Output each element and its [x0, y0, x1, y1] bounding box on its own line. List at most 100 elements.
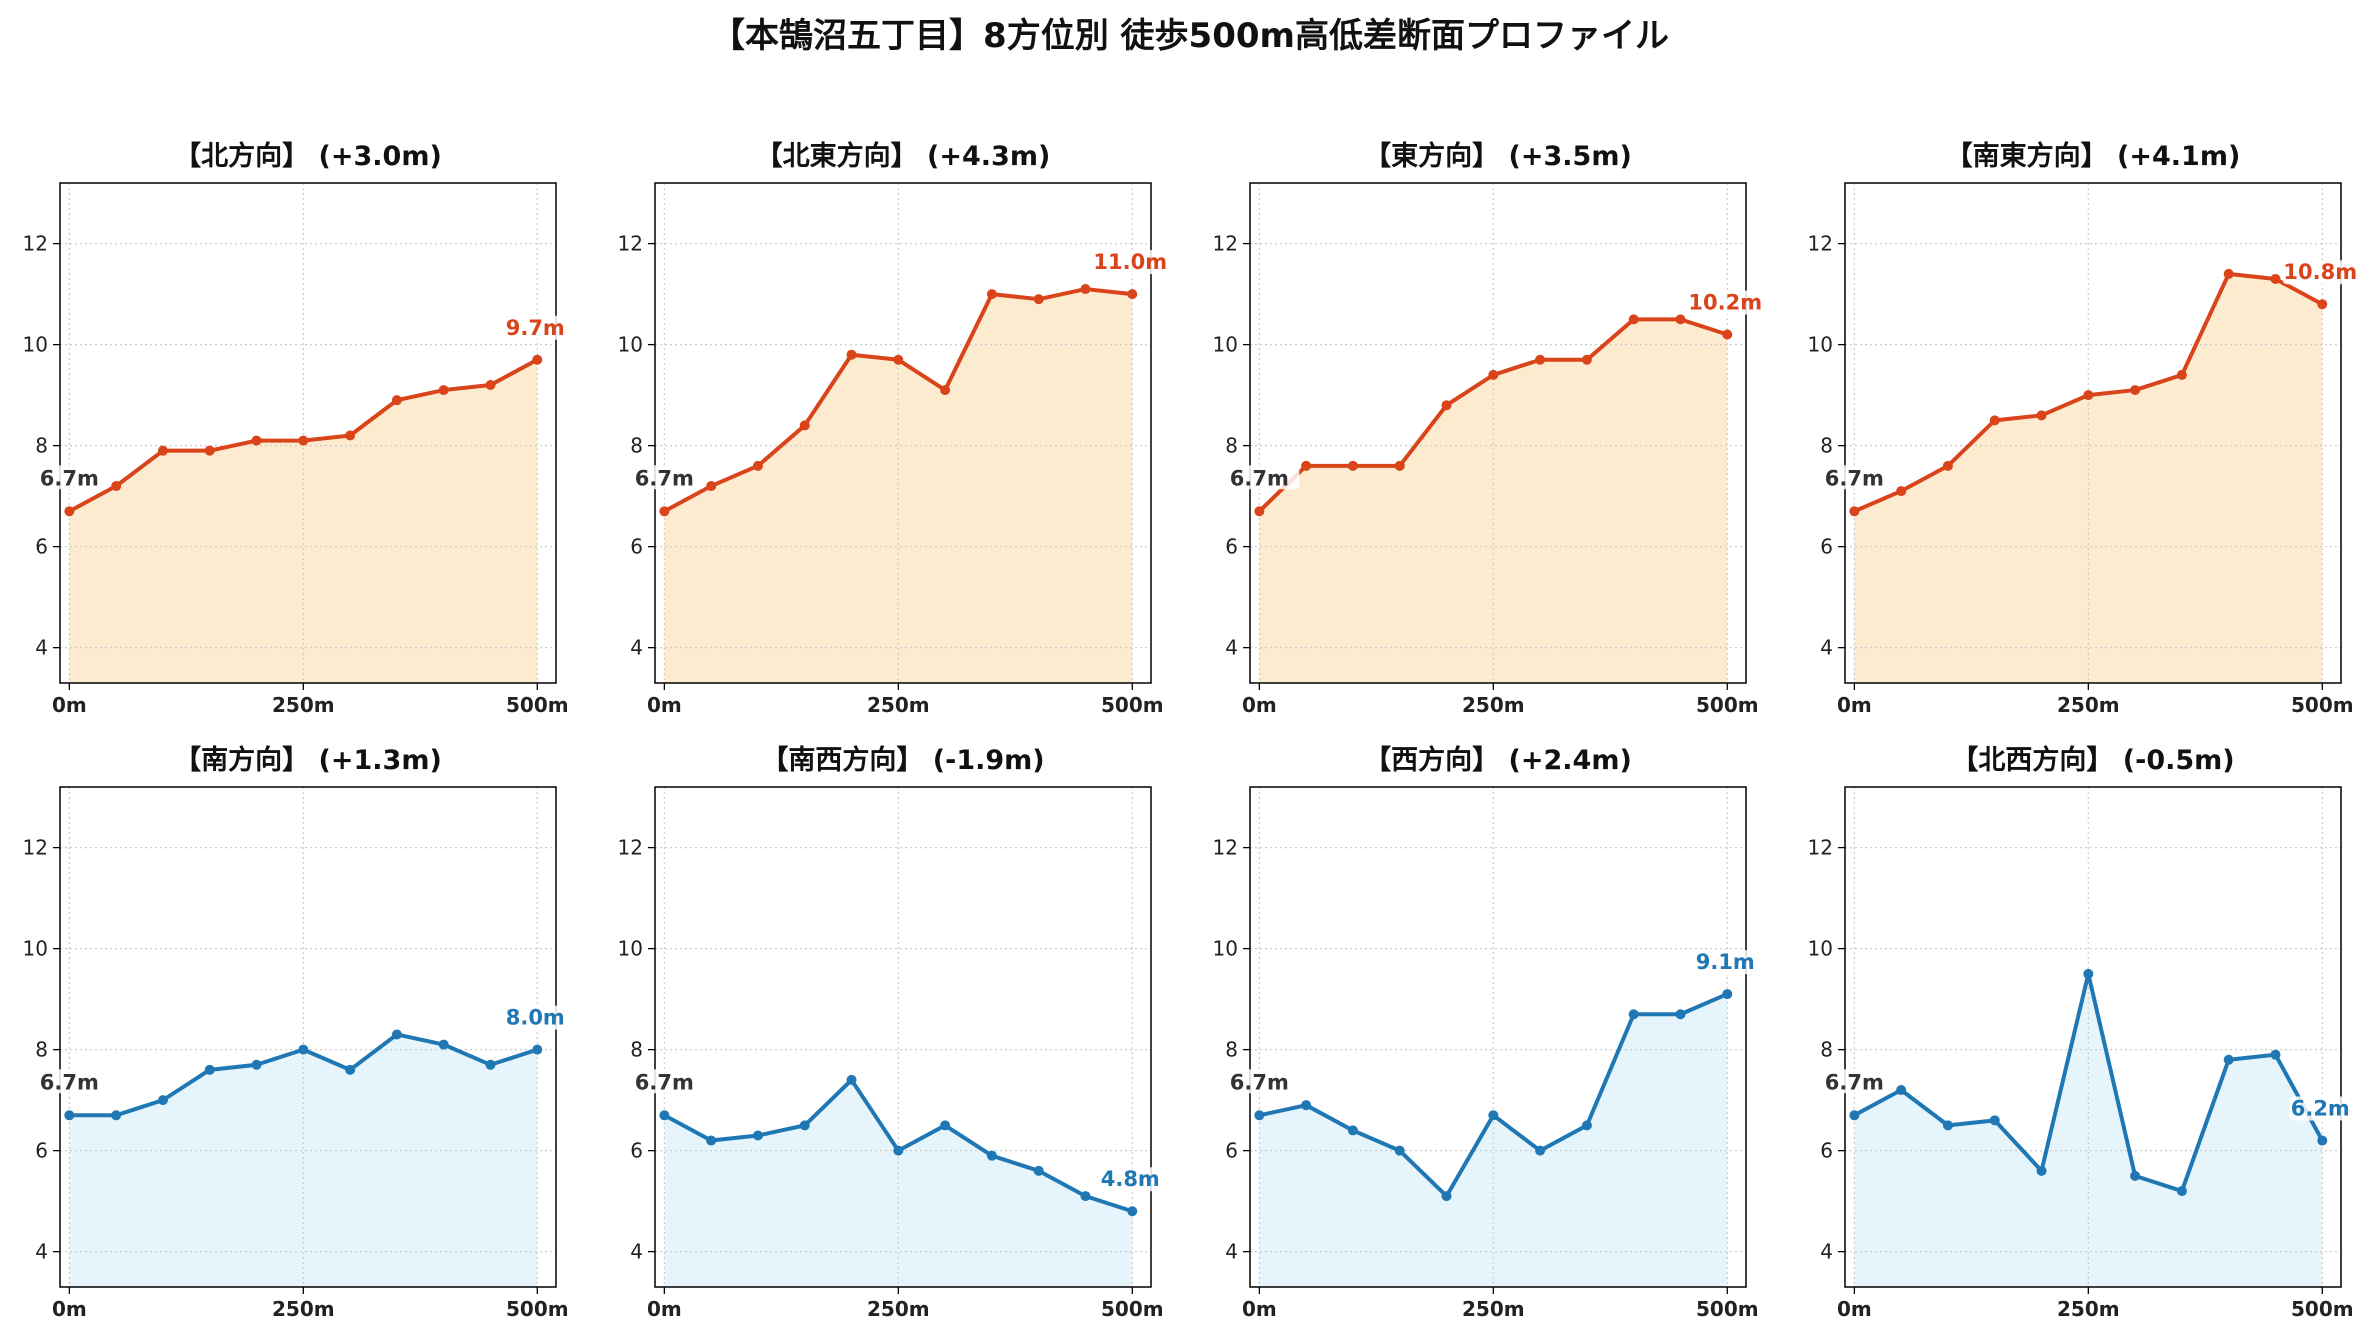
data-point	[532, 1044, 543, 1055]
data-point	[1488, 1110, 1499, 1121]
start-label-box	[640, 1069, 705, 1094]
data-point	[1896, 486, 1907, 497]
data-point	[986, 289, 997, 300]
data-point	[799, 1120, 810, 1131]
data-point	[1301, 1100, 1312, 1111]
y-tick-label: 6	[1820, 1139, 1833, 1163]
end-label: 11.0m	[1093, 250, 1167, 274]
data-point	[1896, 1085, 1907, 1096]
panel-3: 4 6 8 10 12 0m 250m 500m 【東方向】 (+3.5m) 6.7m 10.2m	[1213, 140, 1763, 717]
x-tick-label: 0m	[1837, 1297, 1872, 1321]
x-tick-label: 250m	[272, 1297, 335, 1321]
area-fill	[1259, 994, 1728, 1287]
y-tick-label: 12	[1808, 232, 1833, 256]
x-tick-label: 250m	[867, 693, 930, 717]
x-tick-label: 0m	[52, 693, 87, 717]
data-point	[893, 1145, 904, 1156]
data-point	[1080, 284, 1091, 295]
data-point	[438, 385, 449, 396]
data-point	[1989, 1115, 2000, 1126]
data-point	[2130, 385, 2141, 396]
x-tick-label: 0m	[1837, 693, 1872, 717]
data-point	[1628, 1009, 1639, 1020]
panel-title: 【南東方向】 (+4.1m)	[1946, 140, 2241, 172]
y-tick-label: 10	[1213, 333, 1238, 357]
y-tick-label: 8	[630, 434, 643, 458]
start-label: 6.7m	[1230, 466, 1289, 490]
panel-2: 4 6 8 10 12 0m 250m 500m 【北東方向】 (+4.3m) 6.7m 11.0m	[618, 140, 1168, 717]
data-point	[2223, 1054, 2234, 1065]
y-tick-label: 8	[630, 1038, 643, 1062]
end-label: 8.0m	[506, 1006, 565, 1030]
end-label-box	[1092, 250, 1168, 275]
data-point	[2223, 268, 2234, 279]
data-point	[345, 430, 356, 441]
area-fill	[1854, 973, 2323, 1287]
data-point	[940, 385, 951, 396]
data-point	[1535, 354, 1546, 365]
panel-title: 【北方向】 (+3.0m)	[174, 140, 442, 172]
y-tick-label: 12	[23, 836, 48, 860]
data-point	[893, 354, 904, 365]
data-point	[752, 460, 763, 471]
start-label: 6.7m	[40, 1070, 99, 1094]
end-label: 9.7m	[506, 316, 565, 340]
data-point	[846, 349, 857, 360]
data-point	[2270, 1049, 2281, 1060]
y-tick-label: 4	[35, 636, 48, 660]
data-point	[391, 1029, 402, 1040]
data-point	[1127, 1206, 1138, 1217]
y-tick-label: 4	[1225, 1240, 1238, 1264]
data-point	[64, 506, 75, 517]
panel-title: 【西方向】 (+2.4m)	[1364, 744, 1632, 776]
figure-title: 【本鵠沼五丁目】8方位別 徒歩500m高低差断面プロファイル	[711, 16, 1669, 56]
panel-title: 【東方向】 (+3.5m)	[1364, 140, 1632, 172]
start-label-box	[1830, 1069, 1895, 1094]
data-point	[1254, 506, 1265, 517]
data-point	[251, 435, 262, 446]
start-label-box	[45, 1069, 110, 1094]
end-label-box	[1694, 950, 1757, 975]
area-fill	[69, 1034, 538, 1287]
panel-4: 4 6 8 10 12 0m 250m 500m 【南東方向】 (+4.1m) 6.7m 10.8m	[1808, 140, 2358, 717]
data-point	[1581, 1120, 1592, 1131]
y-tick-label: 8	[35, 1038, 48, 1062]
panel-title: 【北西方向】 (-0.5m)	[1951, 744, 2234, 776]
data-point	[1722, 989, 1733, 1000]
y-tick-label: 12	[23, 232, 48, 256]
data-point	[799, 420, 810, 431]
x-tick-label: 500m	[2291, 1297, 2354, 1321]
plot-frame	[1844, 786, 2342, 1288]
data-point	[1347, 460, 1358, 471]
y-tick-label: 4	[35, 1240, 48, 1264]
y-tick-label: 10	[23, 937, 48, 961]
data-point	[298, 1044, 309, 1055]
start-label-box	[1830, 465, 1895, 490]
y-tick-label: 8	[1820, 434, 1833, 458]
x-tick-label: 250m	[867, 1297, 930, 1321]
panel-title: 【南西方向】 (-1.9m)	[761, 744, 1044, 776]
y-tick-label: 10	[1213, 937, 1238, 961]
panel-title: 【南方向】 (+1.3m)	[174, 744, 442, 776]
x-tick-label: 0m	[52, 1297, 87, 1321]
data-point	[485, 380, 496, 391]
data-point	[485, 1059, 496, 1070]
data-point	[438, 1039, 449, 1050]
data-point	[1080, 1191, 1091, 1202]
data-point	[2083, 390, 2094, 401]
panel-5: 4 6 8 10 12 0m 250m 500m 【南方向】 (+1.3m) 6.7m 8.0m	[23, 744, 569, 1321]
end-label: 4.8m	[1101, 1167, 1160, 1191]
data-point	[1628, 314, 1639, 325]
data-point	[2130, 1170, 2141, 1181]
end-label-box	[1099, 1167, 1162, 1192]
plot-frame	[1249, 786, 1747, 1288]
x-tick-label: 500m	[506, 693, 569, 717]
x-tick-label: 250m	[2057, 1297, 2120, 1321]
data-point	[204, 445, 215, 456]
x-tick-label: 500m	[2291, 693, 2354, 717]
data-point	[204, 1064, 215, 1075]
panel-6: 4 6 8 10 12 0m 250m 500m 【南西方向】 (-1.9m) 6.7m 4.8m	[618, 744, 1164, 1321]
y-tick-label: 12	[1213, 836, 1238, 860]
end-label-box	[2289, 1096, 2352, 1121]
x-tick-label: 500m	[506, 1297, 569, 1321]
